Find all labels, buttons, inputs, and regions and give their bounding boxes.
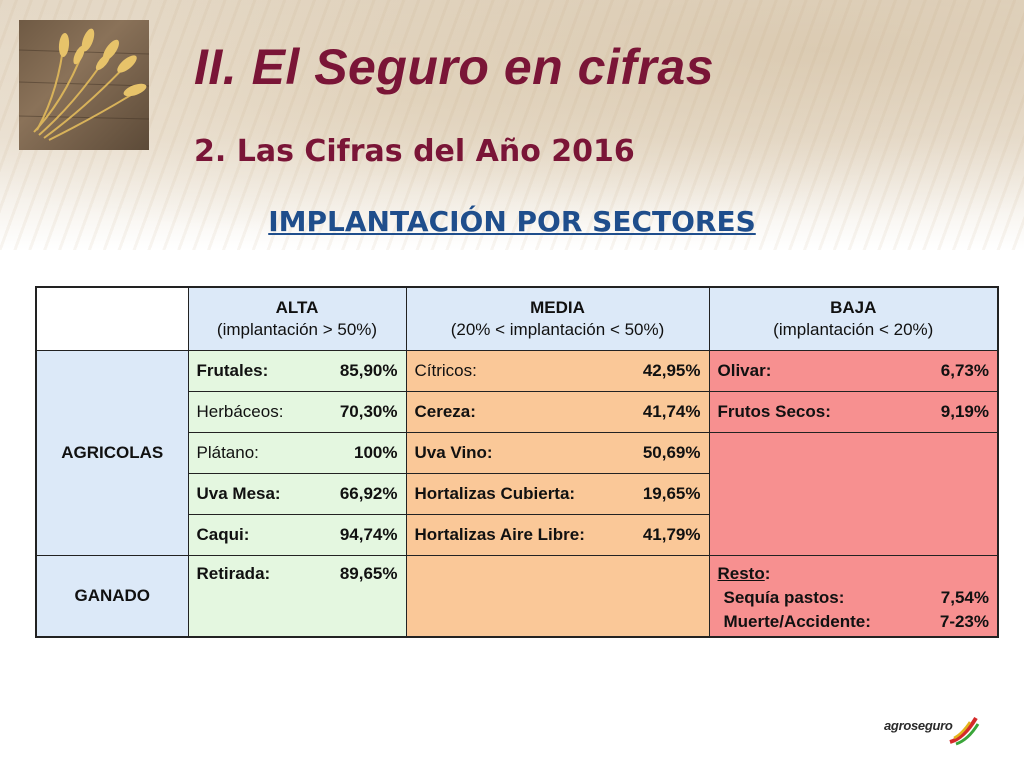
baja-cell: Resto: Sequía pastos: 7,54% Muerte/Accide…	[708, 555, 999, 638]
alta-cell: Frutales: 85,90%	[187, 350, 407, 392]
crop-name: Retirada:	[196, 564, 271, 583]
crop-value: 41,74%	[642, 402, 701, 421]
page-title: II. El Seguro en cifras	[194, 39, 714, 95]
logo-text: agroseguro	[884, 718, 953, 733]
table-row-ganado: GANADO Retirada: 89,65% Resto: Sequía pas…	[35, 555, 999, 638]
baja-cell: Frutos Secos: 9,19%	[708, 391, 999, 433]
agroseguro-logo: agroseguro	[884, 712, 984, 752]
header-row: ALTA (implantación > 50%) MEDIA (20% < i…	[35, 286, 999, 351]
header-background	[0, 0, 1024, 250]
baja-cell: Olivar: 6,73%	[708, 350, 999, 392]
logo-swoosh-icon	[949, 716, 980, 746]
resto-item-value: 7-23%	[939, 612, 989, 631]
resto-item-name: Muerte/Accidente:	[723, 612, 871, 631]
media-cell: Hortalizas Cubierta: 19,65%	[405, 473, 710, 515]
alta-cell: Herbáceos: 70,30%	[187, 391, 407, 433]
crop-name: Cítricos:	[414, 361, 477, 380]
crop-value: 85,90%	[339, 361, 398, 380]
column-header-baja: BAJA (implantación < 20%)	[708, 286, 999, 351]
resto-block: Resto: Sequía pastos: 7,54% Muerte/Accide…	[718, 556, 990, 634]
crop-value: 9,19%	[940, 402, 989, 421]
table-row: Plátano: 100% Uva Vino: 50,69%	[36, 432, 999, 556]
media-cell: Hortalizas Aire Libre: 41,79%	[405, 514, 710, 556]
crop-name: Frutos Secos:	[717, 402, 831, 421]
page-subtitle: 2. Las Cifras del Año 2016	[194, 134, 635, 169]
crop-value: 42,95%	[642, 361, 701, 380]
column-range: (20% < implantación < 50%)	[450, 320, 665, 339]
crop-value: 19,65%	[642, 484, 701, 503]
column-range: (implantación < 20%)	[773, 320, 934, 339]
crop-value: 94,74%	[339, 525, 398, 544]
crop-value: 70,30%	[339, 402, 398, 421]
crop-name: Cereza:	[414, 402, 476, 421]
crop-value: 50,69%	[642, 443, 701, 462]
resto-item-name: Sequía pastos:	[723, 588, 845, 607]
media-cell: Uva Vino: 50,69%	[405, 432, 710, 474]
crop-value: 41,79%	[642, 525, 701, 544]
crop-name: Uva Mesa:	[196, 484, 281, 503]
column-name: BAJA	[830, 298, 877, 317]
baja-empty-cell	[708, 432, 999, 556]
crop-value: 100%	[354, 443, 398, 462]
alta-cell: Plátano: 100%	[187, 432, 407, 474]
crop-value: 66,92%	[339, 484, 398, 503]
crop-name: Plátano:	[196, 443, 259, 462]
alta-cell: Retirada: 89,65%	[187, 555, 407, 638]
row-label-ganado: GANADO	[35, 555, 189, 638]
row-label-agricolas: AGRICOLAS	[35, 350, 189, 556]
resto-title: Resto	[717, 564, 765, 583]
media-cell: Cereza: 41,74%	[405, 391, 710, 433]
column-range: (implantación > 50%)	[216, 320, 378, 339]
media-cell: Cítricos: 42,95%	[405, 350, 710, 392]
crop-name: Uva Vino:	[414, 443, 493, 462]
corner-cell	[35, 286, 189, 351]
crop-name: Herbáceos:	[196, 402, 284, 421]
crop-value: 89,65%	[339, 564, 398, 583]
crop-name: Hortalizas Aire Libre:	[414, 525, 585, 544]
table-row: Caqui: 94,74% Hortalizas Aire Libre: 41,79…	[36, 514, 998, 556]
crop-name: Hortalizas Cubierta:	[414, 484, 576, 503]
sectors-table: ALTA (implantación > 50%) MEDIA (20% < i…	[35, 286, 999, 638]
column-header-alta: ALTA (implantación > 50%)	[187, 286, 407, 351]
alta-cell: Uva Mesa: 66,92%	[187, 473, 407, 515]
crop-value: 6,73%	[940, 361, 989, 380]
crop-name: Olivar:	[717, 361, 772, 380]
table-row: AGRICOLAS Frutales: 85,90% Cítricos: 42,95…	[35, 350, 999, 556]
alta-cell: Caqui: 94,74%	[187, 514, 407, 556]
crop-name: Caqui:	[196, 525, 250, 544]
column-name: MEDIA	[530, 298, 585, 317]
media-empty-cell	[405, 555, 710, 638]
crop-name: Frutales:	[196, 361, 269, 380]
section-heading: IMPLANTACIÓN POR SECTORES	[268, 205, 756, 238]
resto-item-value: 7,54%	[940, 588, 989, 607]
wheat-image	[19, 20, 149, 150]
column-name: ALTA	[275, 298, 319, 317]
column-header-media: MEDIA (20% < implantación < 50%)	[405, 286, 710, 351]
